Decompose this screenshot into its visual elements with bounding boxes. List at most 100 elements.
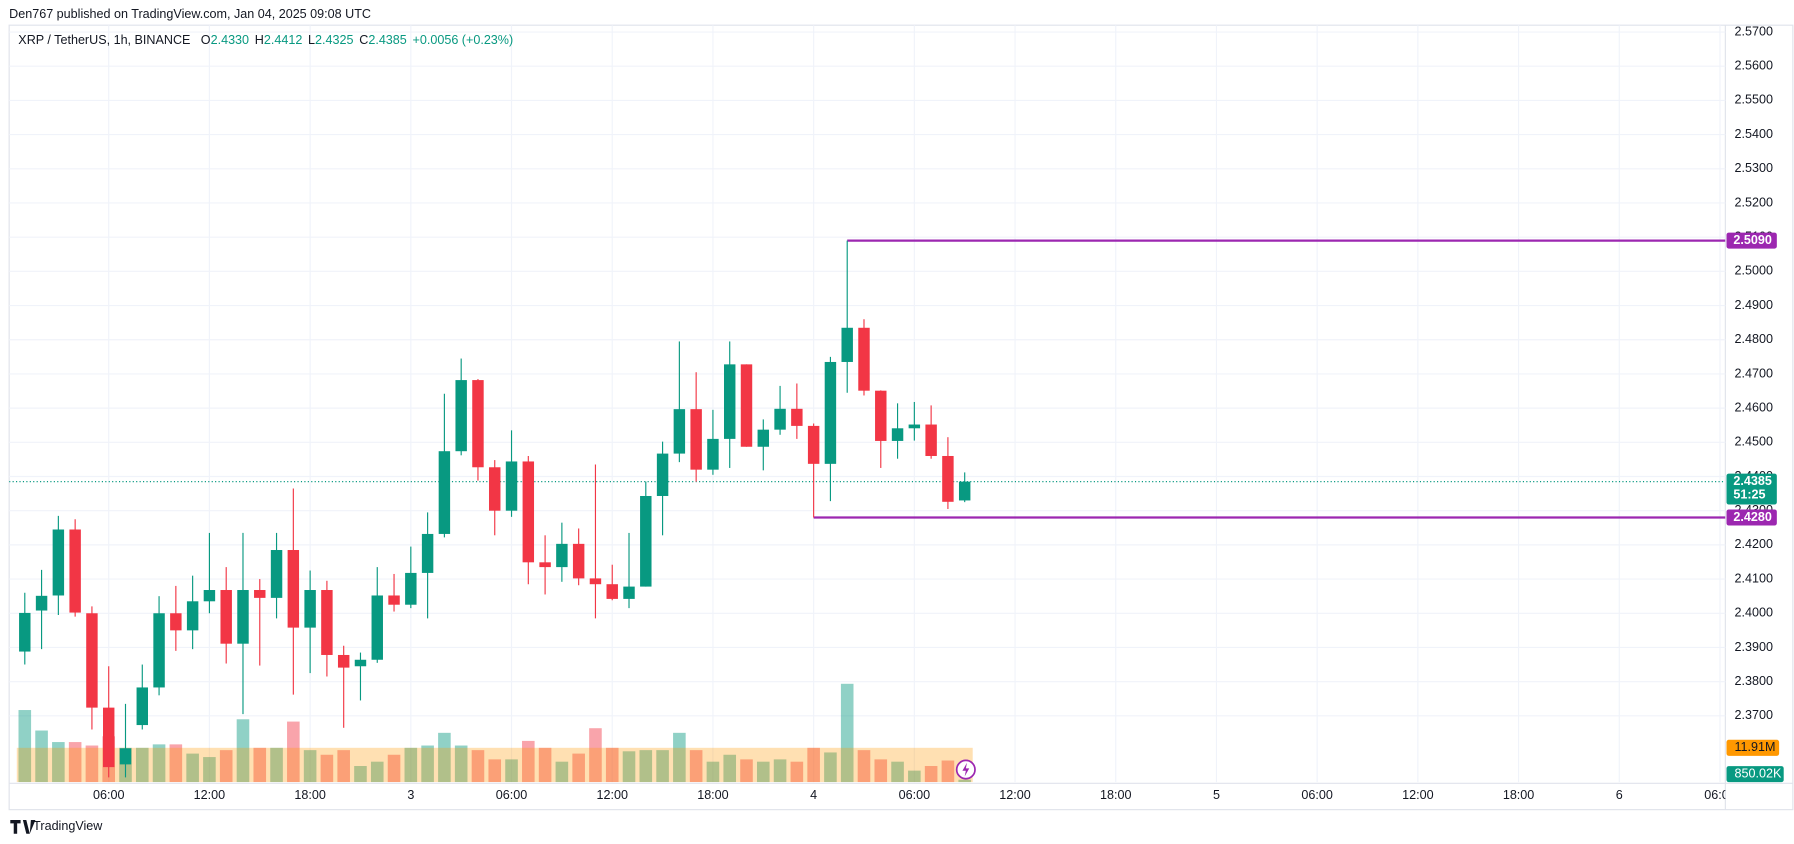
y-tick-label: 2.5000 xyxy=(1735,264,1773,278)
candle-body xyxy=(102,707,115,768)
candle-body xyxy=(203,590,216,602)
candle-body xyxy=(489,467,501,511)
y-tick-label: 2.4200 xyxy=(1735,537,1773,551)
y-tick-label: 2.3700 xyxy=(1735,708,1773,722)
y-tick-label: 2.4900 xyxy=(1735,298,1773,312)
volume-bar xyxy=(874,759,888,783)
grid xyxy=(9,25,1726,783)
x-tick-label: 12:00 xyxy=(999,788,1030,802)
legend-key: L xyxy=(308,34,315,48)
candle-body xyxy=(35,595,48,611)
volume-bar xyxy=(908,770,921,783)
legend-change: +0.0056 (+0.23%) xyxy=(413,34,514,48)
y-tick-label: 2.5600 xyxy=(1735,59,1773,73)
legend-value: 2.4412 xyxy=(264,34,302,48)
candle-body xyxy=(891,428,904,441)
x-tick-label: 18:00 xyxy=(1503,788,1534,802)
y-tick-label: 2.5700 xyxy=(1735,24,1773,38)
candle-body xyxy=(505,461,518,511)
candle-body xyxy=(337,654,350,668)
volume-bar xyxy=(891,761,904,783)
last-price-badge xyxy=(1726,473,1777,505)
level-badge xyxy=(1726,232,1777,249)
volume-ma-badge xyxy=(1726,739,1780,756)
level-badge-label: 2.4280 xyxy=(1733,510,1771,524)
volume-bar xyxy=(270,747,283,783)
volume-bar xyxy=(824,752,837,783)
volume-bar xyxy=(555,761,569,783)
candle-body xyxy=(321,590,333,655)
volume-bar xyxy=(68,742,82,783)
volume-bar xyxy=(438,732,451,783)
time-axis: 06:00 12:00 18:00 3 06:00 12:00 18:00 4 06:00 12:… xyxy=(93,788,1725,802)
candle-body xyxy=(556,543,568,568)
volume-bar xyxy=(941,760,955,783)
volume-bar xyxy=(622,751,636,783)
candle-body xyxy=(237,590,249,644)
volume-bar xyxy=(421,745,434,783)
axes: 2.57002.56002.55002.54002.53002.52002.51… xyxy=(93,24,1784,802)
volume-bar xyxy=(723,754,737,783)
volume-bar xyxy=(287,721,300,783)
candle-body xyxy=(438,451,451,534)
candle-body xyxy=(254,590,266,598)
candle-body xyxy=(270,550,283,598)
x-tick-label: 18:00 xyxy=(697,788,728,802)
x-tick-label: 4 xyxy=(810,788,817,802)
volume-bar xyxy=(773,759,787,783)
volume-bar xyxy=(740,759,753,783)
candle-body xyxy=(69,529,81,613)
candle-body xyxy=(841,327,853,362)
candle-body xyxy=(589,578,602,585)
volume-bar xyxy=(706,761,720,783)
volume-bar xyxy=(203,757,216,783)
volume-bar xyxy=(857,750,871,783)
volume-bar xyxy=(538,747,552,783)
volume-bar xyxy=(840,683,854,783)
x-tick-label: 3 xyxy=(407,788,414,802)
y-tick-label: 2.4100 xyxy=(1735,571,1773,585)
last-price-label: 2.4385 xyxy=(1733,474,1771,488)
volume-bar xyxy=(605,747,619,783)
candle-body xyxy=(623,586,635,599)
candle-body xyxy=(153,613,165,688)
candle-body xyxy=(170,613,182,631)
y-tick-label: 2.4800 xyxy=(1735,332,1773,346)
volume-bar xyxy=(370,761,384,783)
candle-body xyxy=(455,380,467,452)
volume-bar xyxy=(169,744,183,783)
volume-ma-area xyxy=(16,747,973,783)
alert-icon xyxy=(955,759,976,780)
candle-body xyxy=(572,543,585,579)
brand: TradingView xyxy=(33,819,103,833)
chart-frame xyxy=(8,24,1794,811)
volume-bar xyxy=(337,750,350,783)
volume-bar xyxy=(85,745,99,783)
y-tick-label: 2.4700 xyxy=(1735,366,1773,380)
candle-body xyxy=(421,533,434,573)
plot-area xyxy=(9,239,1726,783)
candle-body xyxy=(539,562,551,568)
legend-key: C xyxy=(359,34,368,48)
volume-bar xyxy=(488,759,502,783)
candle-body xyxy=(371,595,383,660)
volume-bar xyxy=(152,744,166,783)
candle-body xyxy=(875,390,887,441)
candle-body xyxy=(52,529,65,596)
x-tick-label: 5 xyxy=(1213,788,1220,802)
volume-bar xyxy=(689,750,703,783)
x-tick-label: 6 xyxy=(1616,788,1623,802)
y-tick-label: 2.4000 xyxy=(1735,606,1773,620)
candle-body xyxy=(19,612,31,652)
candle-body xyxy=(220,590,232,644)
volume-bar xyxy=(471,750,485,783)
candle-body xyxy=(656,453,669,496)
candle-body xyxy=(908,424,921,429)
candle-body xyxy=(86,613,98,708)
candle-body xyxy=(640,495,652,587)
volume-bar xyxy=(219,750,233,783)
last-volume-label: 850.02K xyxy=(1735,766,1782,780)
countdown-label: 51:25 xyxy=(1733,488,1765,502)
x-tick-label: 06:00 xyxy=(1301,788,1332,802)
